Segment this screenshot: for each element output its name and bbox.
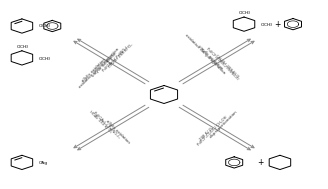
Text: +: +: [274, 20, 280, 29]
Text: Pd(CF₃COO)₂/ CH₃OH: Pd(CF₃COO)₂/ CH₃OH: [196, 115, 228, 146]
Text: OAg: OAg: [38, 161, 47, 165]
Text: OCH$_3$: OCH$_3$: [16, 43, 30, 51]
Text: HOAc 333 K/ O₂: HOAc 333 K/ O₂: [89, 110, 113, 134]
Text: OCH$_3$: OCH$_3$: [260, 22, 274, 29]
Text: vinylic oxidation: vinylic oxidation: [91, 52, 117, 78]
Text: Pd(OAc)₂/ Fe(NO₃)₃: Pd(OAc)₂/ Fe(NO₃)₃: [92, 111, 120, 139]
Text: allylic oxidation: allylic oxidation: [81, 58, 107, 83]
Text: OCH$_3$: OCH$_3$: [238, 9, 252, 17]
Text: vinylic oxidation: vinylic oxidation: [197, 44, 223, 71]
Text: oxidative dehydrogenation: oxidative dehydrogenation: [78, 47, 120, 89]
Text: OCH$_3$: OCH$_3$: [38, 23, 52, 30]
Text: CH₃OH 298 K/ O₂: CH₃OH 298 K/ O₂: [214, 54, 240, 80]
Text: OCH$_3$: OCH$_3$: [38, 56, 52, 63]
Text: allylic oxidation: allylic oxidation: [105, 119, 131, 144]
Text: CH₃OH 298 K/ O₂: CH₃OH 298 K/ O₂: [108, 43, 134, 69]
Text: Pd(OAc)₂/ Fe(NO₃)₃: Pd(OAc)₂/ Fe(NO₃)₃: [102, 44, 130, 73]
Text: +: +: [257, 158, 263, 167]
Text: oxidative dehydrogenation: oxidative dehydrogenation: [184, 34, 226, 76]
Text: disproportionation: disproportionation: [209, 109, 239, 139]
Text: Pd(CF₃COO)₂/ Fe(NO₃)₃: Pd(CF₃COO)₂/ Fe(NO₃)₃: [205, 47, 239, 81]
Text: 298 K/ O₂: 298 K/ O₂: [199, 125, 215, 141]
